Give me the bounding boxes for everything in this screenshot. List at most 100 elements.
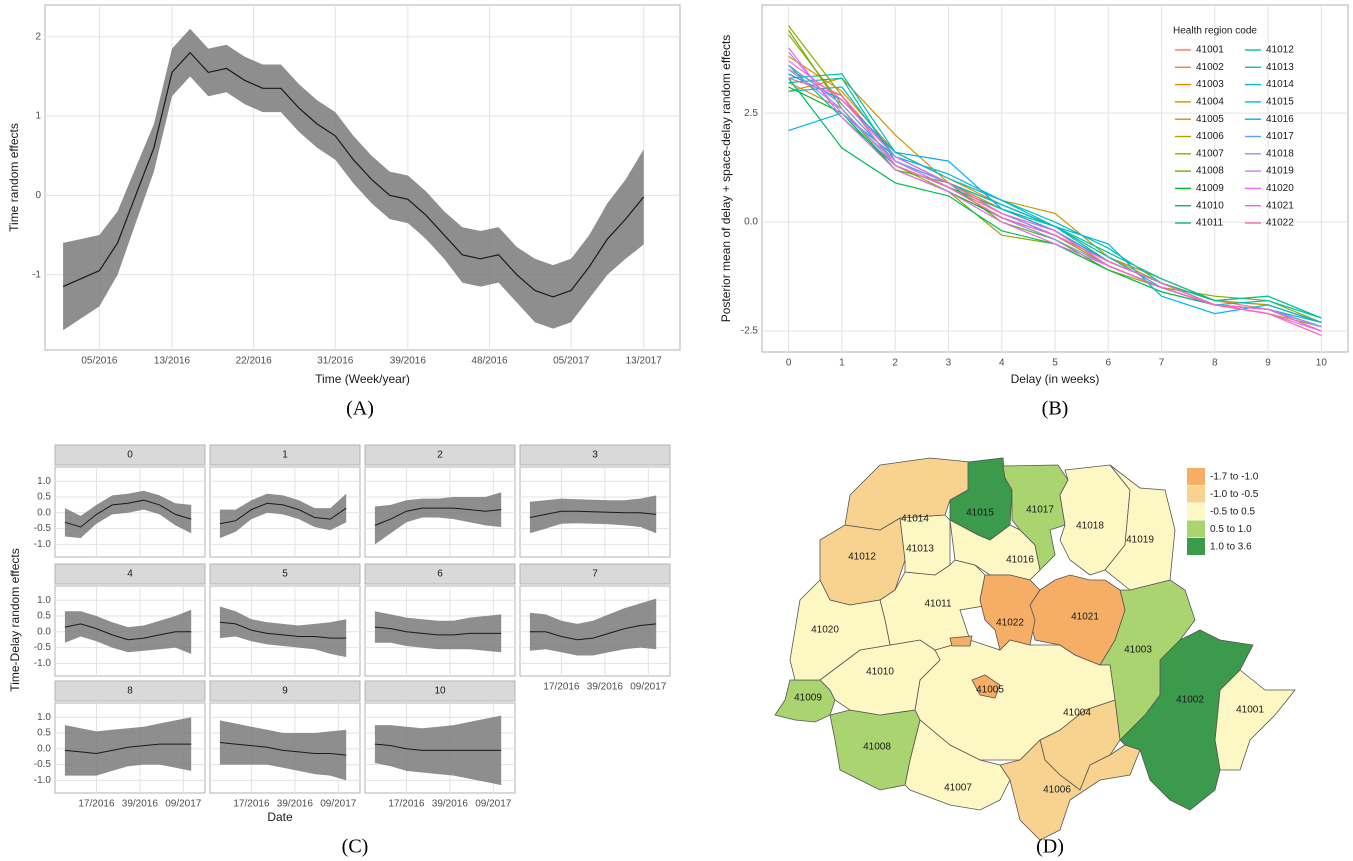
y-tick-label: 1.0 [37, 595, 51, 606]
line [219, 742, 347, 756]
legend-label: 41010 [1196, 200, 1224, 211]
x-tick-label: 6 [1105, 358, 1111, 369]
legend-label: 41014 [1266, 79, 1294, 90]
line [788, 73, 1322, 319]
region-label: 41007 [944, 783, 972, 794]
map-region [999, 739, 1141, 841]
facet-label: 9 [282, 686, 288, 697]
region-label: 41017 [1026, 505, 1054, 516]
panel-label: (C) [342, 836, 369, 858]
legend-label: 41013 [1266, 62, 1294, 73]
y-tick-label: -0.5 [34, 642, 52, 653]
y-tick-label: 0 [35, 190, 41, 201]
line [219, 502, 347, 525]
facet-label: 7 [592, 569, 598, 580]
y-tick-label: 0.0 [37, 743, 51, 754]
line [64, 499, 192, 528]
facet-strip [364, 444, 516, 466]
x-tick-label: 17/2016 [388, 799, 425, 810]
legend-label: 41001 [1196, 45, 1224, 56]
map-region [979, 574, 1041, 651]
region-label: 41008 [863, 742, 891, 753]
legend-label: 41017 [1266, 131, 1294, 142]
panel-label: (D) [1036, 836, 1064, 858]
x-tick-label: 0 [786, 358, 792, 369]
map-region [1104, 464, 1176, 591]
facet-label: 8 [127, 686, 133, 697]
x-tick-label: 1 [839, 358, 845, 369]
y-tick-label: -0.5 [34, 759, 52, 770]
y-tick-label: 0.0 [744, 217, 758, 228]
facet-strip [209, 563, 361, 585]
confidence-band [64, 490, 192, 539]
region-label: 41001 [1236, 705, 1264, 716]
legend-swatch [1187, 485, 1205, 503]
legend-label: 41018 [1266, 148, 1294, 159]
x-tick-label: 09/2017 [320, 799, 357, 810]
x-tick-label: 9 [1265, 358, 1271, 369]
facet-strip [519, 444, 671, 466]
region-label: 41005 [976, 685, 1004, 696]
region-label: 41013 [906, 544, 934, 555]
facet-strip [54, 563, 206, 585]
x-tick-label: 17/2016 [543, 682, 580, 693]
x-tick-label: 10 [1316, 358, 1328, 369]
confidence-band [529, 495, 657, 534]
legend-label: 41016 [1266, 114, 1294, 125]
line [529, 510, 657, 518]
panel-label: (A) [346, 398, 374, 420]
map-region [971, 674, 1001, 699]
x-tick-label: 4 [999, 358, 1005, 369]
map-region [899, 514, 951, 576]
legend-label: -1.7 to -1.0 [1210, 472, 1259, 483]
line [374, 743, 502, 751]
facet-strip [209, 444, 361, 466]
y-tick-label: 1.0 [37, 476, 51, 487]
facet-strip [519, 563, 671, 585]
region-label: 41021 [1071, 612, 1099, 623]
legend-label: 1.0 to 3.6 [1210, 542, 1252, 553]
region-label: 41010 [866, 667, 894, 678]
facet-label: 10 [434, 686, 446, 697]
x-tick-label: 48/2016 [471, 356, 508, 367]
map-region [949, 635, 973, 647]
x-axis-title: Time (Week/year) [315, 372, 410, 386]
legend-label: 41007 [1196, 148, 1224, 159]
legend-label: 41006 [1196, 131, 1224, 142]
region-label: 41003 [1124, 645, 1152, 656]
facet-label: 6 [437, 569, 443, 580]
y-tick-label: 1.0 [37, 712, 51, 723]
legend-label: 41022 [1266, 218, 1294, 229]
legend-label: 41004 [1196, 97, 1224, 108]
confidence-band [64, 717, 192, 776]
legend-swatch [1187, 520, 1205, 538]
x-tick-label: 09/2017 [475, 799, 512, 810]
x-tick-label: 09/2017 [630, 682, 667, 693]
legend-swatch [1187, 538, 1205, 555]
legend-label: 41011 [1196, 218, 1224, 229]
confidence-band [219, 606, 347, 658]
facet-label: 4 [127, 569, 133, 580]
legend-label: -0.5 to 0.5 [1210, 507, 1255, 518]
x-tick-label: 22/2016 [236, 356, 273, 367]
region-label: 41022 [996, 618, 1024, 629]
y-axis-title: Posterior mean of delay + space-delay ra… [719, 35, 733, 323]
legend-label: -1.0 to -0.5 [1210, 489, 1259, 500]
line [219, 621, 347, 639]
legend-swatch [1187, 468, 1205, 485]
map-region [904, 719, 1011, 811]
x-tick-label: 39/2016 [587, 682, 624, 693]
region-label: 41020 [811, 625, 839, 636]
legend-label: 41015 [1266, 97, 1294, 108]
region-label: 41006 [1043, 785, 1071, 796]
y-tick-label: 0.0 [37, 626, 51, 637]
x-tick-label: 09/2017 [165, 799, 202, 810]
legend-label: 41020 [1266, 183, 1294, 194]
legend-label: 41019 [1266, 166, 1294, 177]
line [788, 60, 1322, 332]
y-tick-label: 0.5 [37, 728, 51, 739]
x-tick-label: 39/2016 [390, 356, 427, 367]
x-tick-label: 39/2016 [122, 799, 159, 810]
y-tick-label: 0.5 [37, 611, 51, 622]
region-label: 41014 [901, 514, 929, 525]
